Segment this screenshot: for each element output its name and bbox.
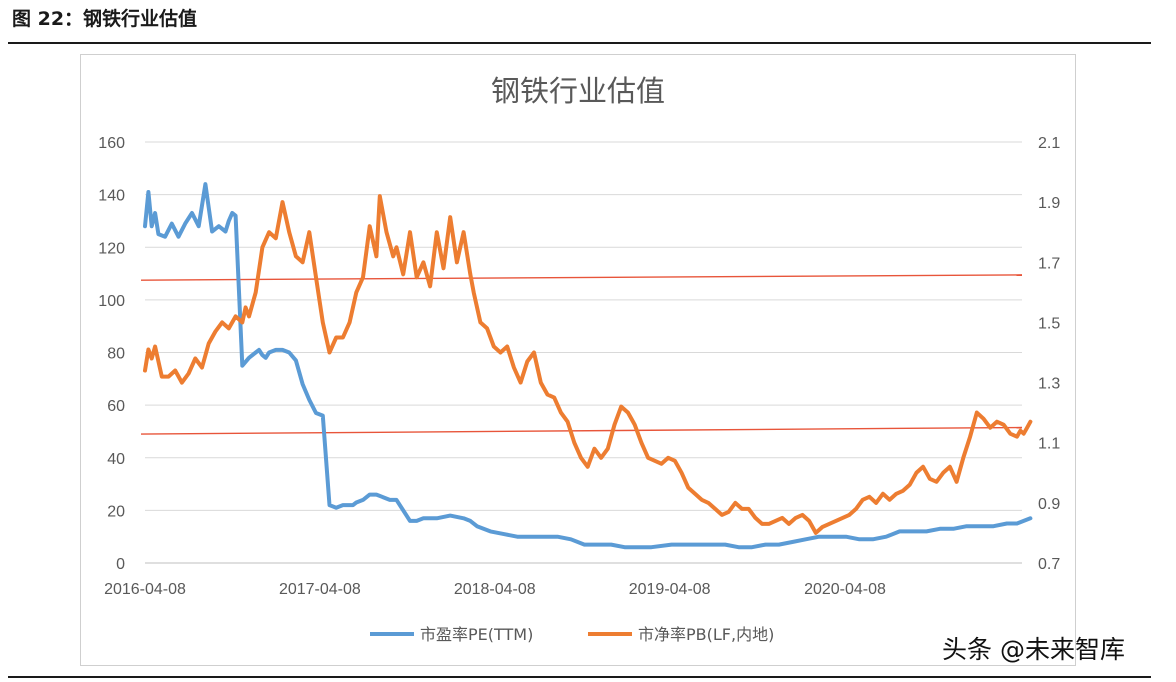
legend-label-pe: 市盈率PE(TTM) xyxy=(420,625,533,644)
x-tick-2017-04-08: 2017-04-08 xyxy=(279,581,361,598)
reference-lines xyxy=(140,274,1023,435)
x-tick-2020-04-08: 2020-04-08 xyxy=(804,581,886,598)
legend: 市盈率PE(TTM) 市净率PB(LF,内地) xyxy=(370,625,774,644)
series-pe-line xyxy=(143,182,1033,550)
gridlines xyxy=(145,141,1022,564)
watermark: 头条 @未来智库 xyxy=(942,635,1125,664)
top-rule xyxy=(8,42,1151,44)
left-tick-60: 60 xyxy=(107,398,125,415)
right-tick-1.1: 1.1 xyxy=(1038,436,1060,453)
left-tick-0: 0 xyxy=(116,556,125,573)
left-tick-160: 160 xyxy=(98,135,125,152)
x-tick-2016-04-08: 2016-04-08 xyxy=(104,581,186,598)
left-tick-120: 120 xyxy=(98,240,125,257)
reference-line-2 xyxy=(140,426,1023,435)
reference-line-1 xyxy=(140,274,1023,281)
left-tick-100: 100 xyxy=(98,293,125,310)
right-tick-2.1: 2.1 xyxy=(1038,135,1060,152)
legend-label-pb: 市净率PB(LF,内地) xyxy=(638,625,774,644)
right-tick-1.5: 1.5 xyxy=(1038,315,1060,332)
chart-title: 钢铁行业估值 xyxy=(491,74,665,108)
series-pb-line xyxy=(143,194,1033,535)
figure-caption: 图 22：钢铁行业估值 xyxy=(12,8,198,30)
right-tick-0.9: 0.9 xyxy=(1038,496,1060,513)
x-tick-2018-04-08: 2018-04-08 xyxy=(454,581,536,598)
bottom-rule xyxy=(8,676,1151,678)
left-tick-20: 20 xyxy=(107,503,125,520)
series-lines xyxy=(143,182,1033,550)
x-tick-2019-04-08: 2019-04-08 xyxy=(629,581,711,598)
left-axis-ticks: 0 20 40 60 80 100 120 140 160 xyxy=(98,135,125,573)
left-tick-80: 80 xyxy=(107,346,125,363)
right-tick-1.7: 1.7 xyxy=(1038,255,1060,272)
x-axis-ticks: 2016-04-08 2017-04-08 2018-04-08 2019-04-08… xyxy=(104,581,886,598)
left-tick-140: 140 xyxy=(98,188,125,205)
right-tick-1.9: 1.9 xyxy=(1038,195,1060,212)
right-tick-1.3: 1.3 xyxy=(1038,376,1060,393)
right-tick-0.7: 0.7 xyxy=(1038,556,1060,573)
left-tick-40: 40 xyxy=(107,451,125,468)
right-axis-ticks: 0.7 0.9 1.1 1.3 1.5 1.7 1.9 2.1 xyxy=(1038,135,1060,573)
